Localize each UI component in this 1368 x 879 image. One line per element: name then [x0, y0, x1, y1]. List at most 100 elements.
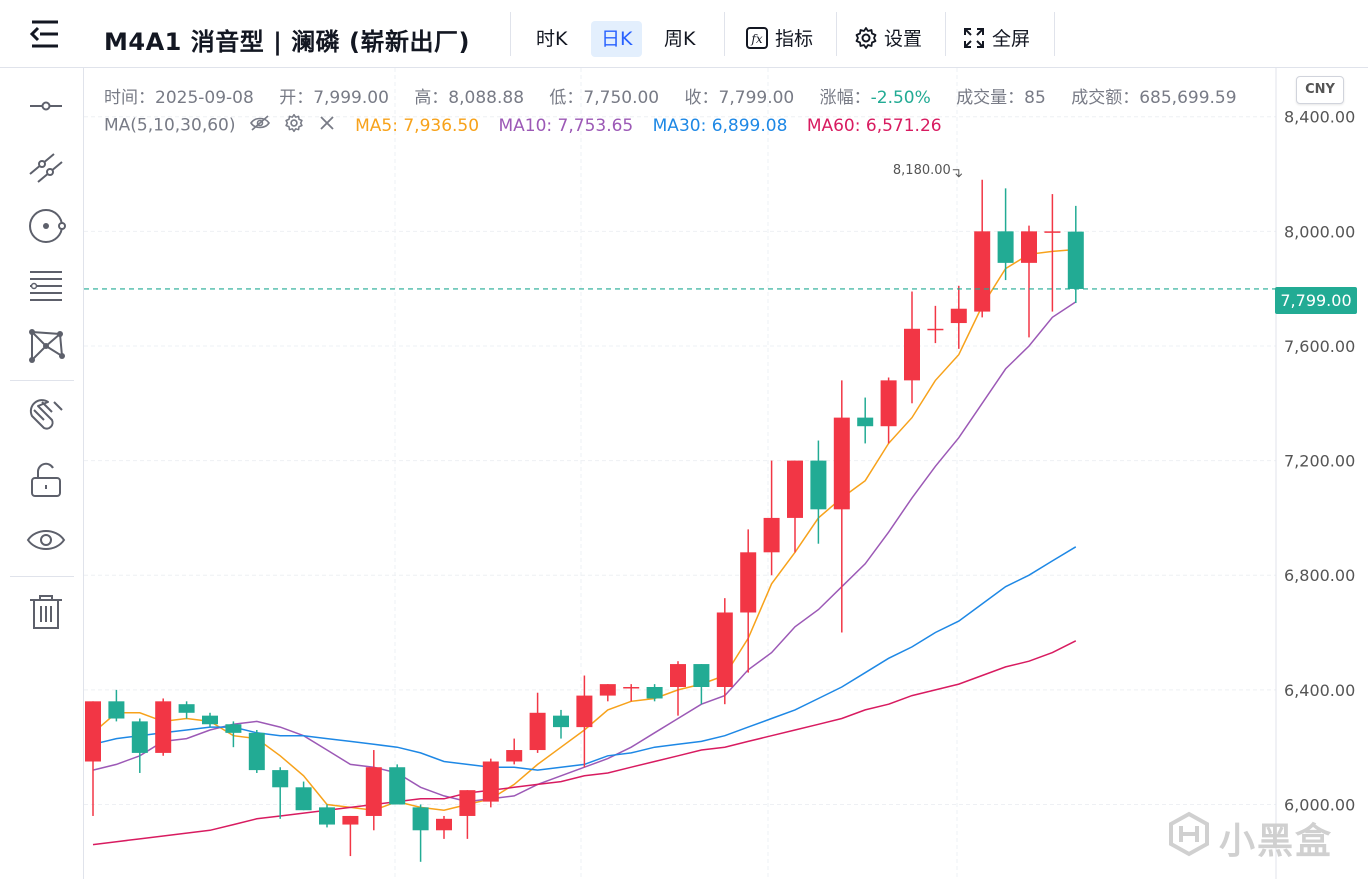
candle-body: [85, 701, 101, 762]
candle[interactable]: [880, 377, 897, 444]
candle[interactable]: [716, 598, 733, 705]
candle[interactable]: [295, 781, 312, 811]
divider: [945, 12, 946, 56]
candle[interactable]: [974, 179, 991, 318]
candle-body: [974, 231, 991, 312]
candle-body: [295, 787, 312, 811]
price-tick-label: 6,800.00: [1284, 566, 1355, 585]
candle[interactable]: [950, 285, 967, 349]
candle-body: [997, 231, 1014, 263]
xiaoheihe-logo-icon: [1169, 811, 1209, 857]
parallel-lines-tool-icon[interactable]: [24, 144, 68, 188]
candle[interactable]: [272, 767, 289, 819]
candle[interactable]: [553, 709, 569, 739]
candle[interactable]: [1044, 194, 1061, 312]
ma30-value: MA30: 6,899.08: [652, 115, 788, 136]
candle[interactable]: [740, 529, 757, 673]
magnet-icon[interactable]: [24, 396, 68, 440]
candle[interactable]: [787, 460, 803, 553]
candle[interactable]: [389, 764, 406, 805]
candle[interactable]: [810, 440, 827, 544]
currency-badge[interactable]: CNY: [1296, 76, 1344, 104]
trash-icon[interactable]: [24, 590, 68, 634]
candle[interactable]: [1021, 225, 1037, 338]
candle[interactable]: [412, 804, 429, 862]
menu-collapse-icon[interactable]: [24, 18, 64, 50]
candle[interactable]: [108, 689, 125, 722]
candle[interactable]: [646, 684, 663, 702]
price-axis[interactable]: 8,400.00 8,000.00 7,600.00 7,200.00 6,800.00…: [1275, 68, 1355, 879]
candle[interactable]: [482, 758, 499, 808]
candle[interactable]: [927, 305, 944, 344]
fibonacci-tool-icon[interactable]: [24, 264, 68, 308]
candle[interactable]: [365, 750, 382, 831]
candle[interactable]: [857, 397, 874, 444]
candle[interactable]: [248, 729, 265, 773]
candle[interactable]: [319, 804, 335, 828]
candle[interactable]: [202, 712, 218, 728]
candle-body: [599, 684, 616, 696]
divider: [10, 380, 74, 381]
candle[interactable]: [1067, 205, 1084, 303]
candle[interactable]: [670, 661, 686, 716]
candle[interactable]: [342, 815, 359, 857]
candle-body: [810, 460, 827, 510]
candle-body: [178, 704, 195, 713]
candle[interactable]: [763, 460, 780, 576]
candle-body: [202, 715, 218, 725]
candle[interactable]: [436, 815, 452, 839]
legend-volume: 成交量：85: [956, 88, 1046, 108]
candle[interactable]: [599, 684, 616, 702]
drawing-toolbar: [0, 68, 84, 879]
candle-body: [131, 721, 148, 753]
circle-tool-icon[interactable]: [24, 204, 68, 248]
period-hour-button[interactable]: 时K: [536, 28, 568, 50]
svg-text:fx: fx: [750, 32, 762, 46]
close-icon[interactable]: [318, 114, 336, 137]
candle[interactable]: [178, 701, 195, 719]
fullscreen-label: 全屏: [992, 28, 1031, 50]
candle[interactable]: [693, 664, 710, 705]
candlesticks[interactable]: [85, 179, 1084, 862]
candle-body: [763, 517, 780, 553]
legend-change: 涨幅：-2.50%: [820, 88, 931, 108]
divider: [724, 12, 725, 56]
eye-off-icon[interactable]: [249, 114, 271, 137]
candle[interactable]: [904, 291, 920, 404]
candle[interactable]: [155, 698, 172, 756]
candle[interactable]: [225, 721, 242, 748]
horizontal-line-tool-icon[interactable]: [24, 84, 68, 128]
watermark: 小黑盒: [1165, 810, 1335, 862]
settings-button[interactable]: 设置: [854, 21, 922, 57]
candle[interactable]: [623, 684, 640, 702]
candle[interactable]: [85, 701, 101, 816]
gear-icon: [855, 26, 877, 49]
indicator-button[interactable]: fx 指标: [745, 21, 813, 57]
candle-body: [1044, 231, 1061, 233]
candle[interactable]: [576, 675, 593, 768]
candle[interactable]: [506, 738, 523, 765]
candle-body: [646, 686, 663, 699]
candle[interactable]: [997, 188, 1014, 281]
period-week-button[interactable]: 周K: [664, 28, 696, 50]
candle-body: [389, 767, 406, 805]
candle-body: [576, 695, 593, 728]
candle[interactable]: [833, 380, 850, 633]
period-day-button[interactable]: 日K: [591, 21, 643, 57]
candle[interactable]: [529, 692, 546, 753]
candle[interactable]: [131, 718, 148, 773]
gear-icon[interactable]: [284, 113, 304, 138]
fullscreen-icon: [964, 27, 984, 48]
ma-legend: MA(5,10,30,60) MA5: 7,936.50 MA10: 7,753…: [104, 113, 942, 138]
price-tick-label: 6,000.00: [1284, 795, 1355, 814]
price-tick-label: 7,600.00: [1284, 337, 1355, 356]
price-tick-label: 7,200.00: [1284, 452, 1355, 471]
grid-lines: [84, 68, 1276, 879]
legend-time: 时间：2025-09-08: [104, 88, 254, 108]
eye-icon[interactable]: [24, 518, 68, 562]
pattern-tool-icon[interactable]: [24, 324, 68, 368]
fullscreen-button[interactable]: 全屏: [962, 21, 1030, 57]
candle[interactable]: [459, 790, 476, 839]
unlock-icon[interactable]: [24, 458, 68, 502]
